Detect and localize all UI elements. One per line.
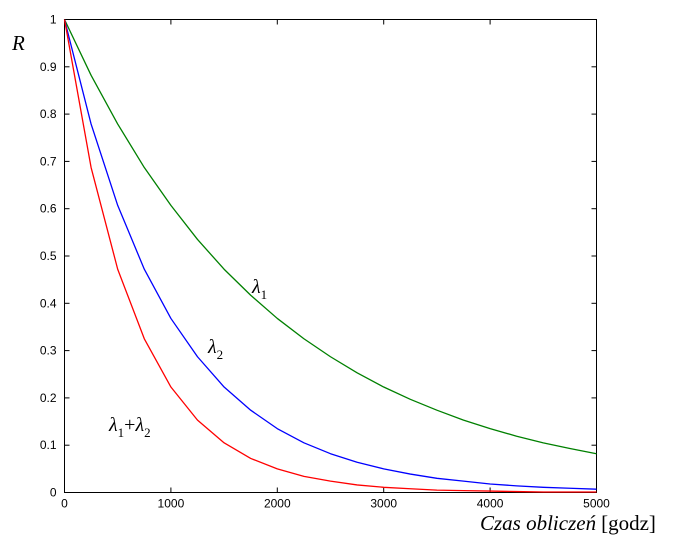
y-tick-label: 0.1 — [40, 438, 57, 452]
series-line-lambda1 — [63, 19, 597, 455]
x-axis-label: Czas obliczeń [godz] — [480, 511, 656, 535]
x-tick-label: 2000 — [264, 497, 291, 511]
y-tick-label: 0.8 — [40, 107, 57, 121]
chart-curves — [63, 19, 597, 493]
y-tick-label: 0.3 — [40, 344, 57, 358]
x-tick-label: 5000 — [583, 497, 610, 511]
series-line-lambda2 — [63, 19, 597, 490]
y-tick-label: 0.6 — [40, 202, 57, 216]
x-tick-label: 1000 — [158, 497, 185, 511]
plot-frame — [64, 19, 597, 493]
y-axis-label: R — [11, 31, 25, 55]
y-tick-label: 0.2 — [40, 391, 57, 405]
curve-label-lambda1-plus-lambda2: λ1+λ2 — [108, 414, 151, 440]
y-tick-label: 0.4 — [40, 296, 57, 310]
y-tick-label: 0 — [50, 486, 57, 500]
y-tick-label: 0.5 — [40, 249, 57, 263]
x-tick-label: 3000 — [370, 497, 397, 511]
curve-label-lambda2: λ2 — [207, 336, 223, 362]
x-axis-label-text: Czas obliczeń — [480, 511, 596, 535]
series-line-lambda1-plus-lambda2 — [63, 19, 597, 493]
x-axis-label-unit: [godz] — [601, 511, 656, 535]
y-tick-label: 1 — [50, 13, 57, 27]
curve-label-lambda1: λ1 — [251, 276, 267, 302]
y-tick-label: 0.9 — [40, 60, 57, 74]
x-tick-label: 4000 — [477, 497, 504, 511]
axis-tick-labels: 0 1000 2000 3000 4000 5000 0 0.1 0.2 0.3 0.4 0.5 0.6… — [40, 13, 610, 511]
y-tick-label: 0.7 — [40, 154, 57, 168]
x-tick-label: 0 — [61, 497, 68, 511]
curve-labels: λ1 λ2 λ1+λ2 — [108, 276, 267, 440]
